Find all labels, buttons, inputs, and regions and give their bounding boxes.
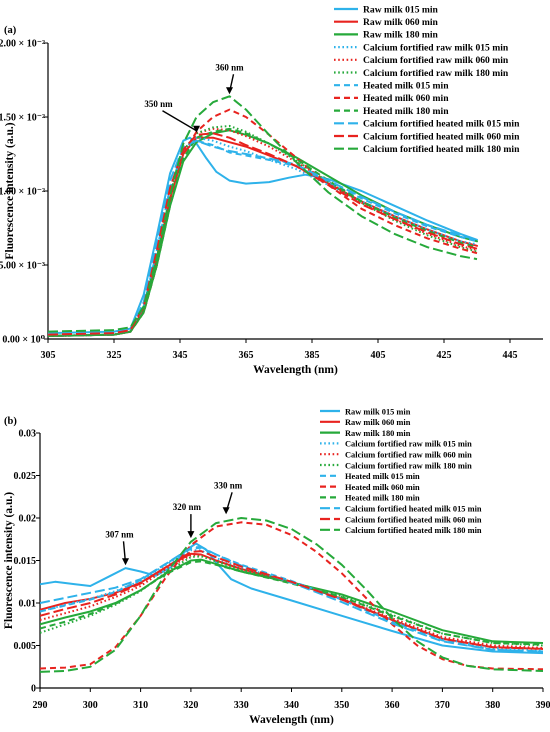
x-tick-label: 405: [371, 350, 386, 361]
legend-label: Heated milk 015 min: [345, 472, 420, 481]
series-line-7: [40, 546, 543, 653]
y-tick-label: 0.005: [14, 641, 37, 652]
x-tick-label: 380: [485, 700, 500, 711]
x-tick-label: 370: [435, 700, 450, 711]
x-tick-label: 325: [107, 350, 122, 361]
panel-label: (a): [4, 25, 17, 36]
annotation-label: 320 nm: [173, 502, 202, 512]
x-axis-title: Wavelength (nm): [249, 714, 334, 726]
series-line-12: [48, 95, 478, 333]
x-tick-label: 345: [173, 350, 188, 361]
y-tick-label: 0.00 × 10⁰: [2, 335, 45, 346]
x-tick-label: 350: [334, 700, 349, 711]
series-line-2: [48, 136, 478, 337]
legend-label: Calcium fortified heated milk 060 min: [363, 131, 520, 142]
x-tick-label: 445: [503, 350, 518, 361]
x-tick-label: 305: [41, 350, 56, 361]
legend-label: Heated milk 015 min: [363, 81, 449, 92]
x-tick-label: 385: [305, 350, 320, 361]
y-tick-label: 0.03: [19, 429, 37, 440]
legend-label: Heated milk 180 min: [363, 106, 449, 117]
x-tick-label: 340: [284, 700, 299, 711]
y-axis-title: Fluorescence intensity (a.u.): [3, 492, 15, 629]
legend-label: Raw milk 015 min: [363, 4, 439, 15]
legend-label: Calcium fortified raw milk 015 min: [345, 440, 472, 449]
series-line-11: [48, 132, 478, 336]
series-line-10: [40, 545, 543, 653]
chart-panel-a: (a) 0.00 × 10⁰ 5.00 × 10⁻³ 1.00 × 10⁻² 1.50 …: [0, 4, 543, 376]
legend-label: Raw milk 180 min: [363, 30, 439, 41]
annotation-arrow-head: [222, 507, 230, 515]
series-line-11: [40, 550, 543, 650]
y-tick-label: 5.00 × 10⁻³: [0, 261, 45, 272]
series-line-8: [48, 108, 478, 337]
series-line-10: [48, 139, 478, 336]
series-line-7: [48, 139, 478, 337]
x-axis-title: Wavelength (nm): [253, 364, 338, 376]
y-tick-label: 0: [31, 684, 36, 695]
annotation-arrow-head: [193, 125, 200, 133]
x-tick-label: 365: [239, 350, 254, 361]
legend-label: Calcium fortified heated milk 180 min: [345, 526, 482, 535]
legend-label: Heated milk 060 min: [363, 93, 449, 104]
annotation-label: 307 nm: [105, 529, 134, 539]
annotation-label: 350 nm: [144, 99, 173, 109]
series-line-4: [48, 136, 478, 337]
series-line-8: [40, 521, 543, 671]
legend: Raw milk 015 min Raw milk 060 min Raw milk…: [334, 4, 520, 155]
annotation-arrow-head: [122, 558, 130, 566]
annotation-label: 360 nm: [215, 62, 244, 72]
y-tick-label: 0.015: [14, 556, 37, 567]
annotation-arrow-line: [162, 110, 197, 132]
legend-label: Calcium fortified raw milk 180 min: [363, 68, 509, 79]
series-line-3: [48, 129, 478, 337]
series-line-5: [40, 554, 543, 649]
y-tick-label: 0.01: [19, 599, 37, 610]
legend-label: Calcium fortified heated milk 060 min: [345, 515, 482, 524]
y-tick-label: 2.00 × 10⁻²: [0, 39, 45, 50]
legend-label: Calcium fortified heated milk 015 min: [345, 505, 482, 514]
annotation-label: 330 nm: [214, 480, 243, 490]
x-tick-label: 300: [83, 700, 98, 711]
x-tick-label: 310: [133, 700, 148, 711]
legend-label: Calcium fortified heated milk 015 min: [363, 119, 520, 130]
x-tick-label: 425: [437, 350, 452, 361]
series-line-3: [40, 558, 543, 644]
legend-label: Calcium fortified raw milk 060 min: [363, 55, 509, 66]
legend-label: Raw milk 060 min: [363, 17, 439, 28]
series-line-9: [48, 127, 478, 337]
legend: Raw milk 015 min Raw milk 060 min Raw milk…: [320, 407, 482, 535]
series-line-1: [48, 136, 478, 335]
legend-label: Raw milk 060 min: [345, 418, 411, 427]
annotation-arrow-head: [187, 531, 195, 539]
legend-label: Raw milk 180 min: [345, 429, 411, 438]
y-tick-label: 1.50 × 10⁻²: [0, 113, 45, 124]
legend-label: Heated milk 180 min: [345, 494, 420, 503]
annotation-arrow-head: [226, 87, 233, 95]
x-tick-label: 330: [234, 700, 249, 711]
series-line-1: [40, 542, 543, 655]
y-tick-label: 0.02: [19, 514, 37, 525]
chart-panel-b: (b) 0 0.005 0.01 0.015 0.02 0.025 0.03 290 300 310…: [3, 407, 550, 726]
y-axis-title: Fluorescence intensity (a.u.): [4, 122, 16, 259]
series-line-9: [40, 560, 543, 646]
panel-label: (b): [4, 416, 17, 427]
x-tick-label: 290: [33, 700, 48, 711]
series-line-5: [48, 127, 478, 337]
legend-label: Heated milk 060 min: [345, 483, 420, 492]
legend-label: Raw milk 015 min: [345, 407, 411, 416]
legend-label: Calcium fortified raw milk 015 min: [363, 42, 509, 53]
y-tick-label: 0.025: [14, 471, 37, 482]
legend-label: Calcium fortified raw milk 180 min: [345, 461, 472, 470]
x-tick-label: 360: [385, 700, 400, 711]
series-line-6: [48, 124, 478, 337]
x-tick-label: 390: [536, 700, 550, 711]
y-tick-label: 1.00 × 10⁻²: [0, 187, 45, 198]
legend-label: Calcium fortified raw milk 060 min: [345, 451, 472, 460]
x-tick-label: 320: [183, 700, 198, 711]
legend-label: Calcium fortified heated milk 180 min: [363, 144, 520, 155]
series-line-12: [40, 517, 543, 673]
